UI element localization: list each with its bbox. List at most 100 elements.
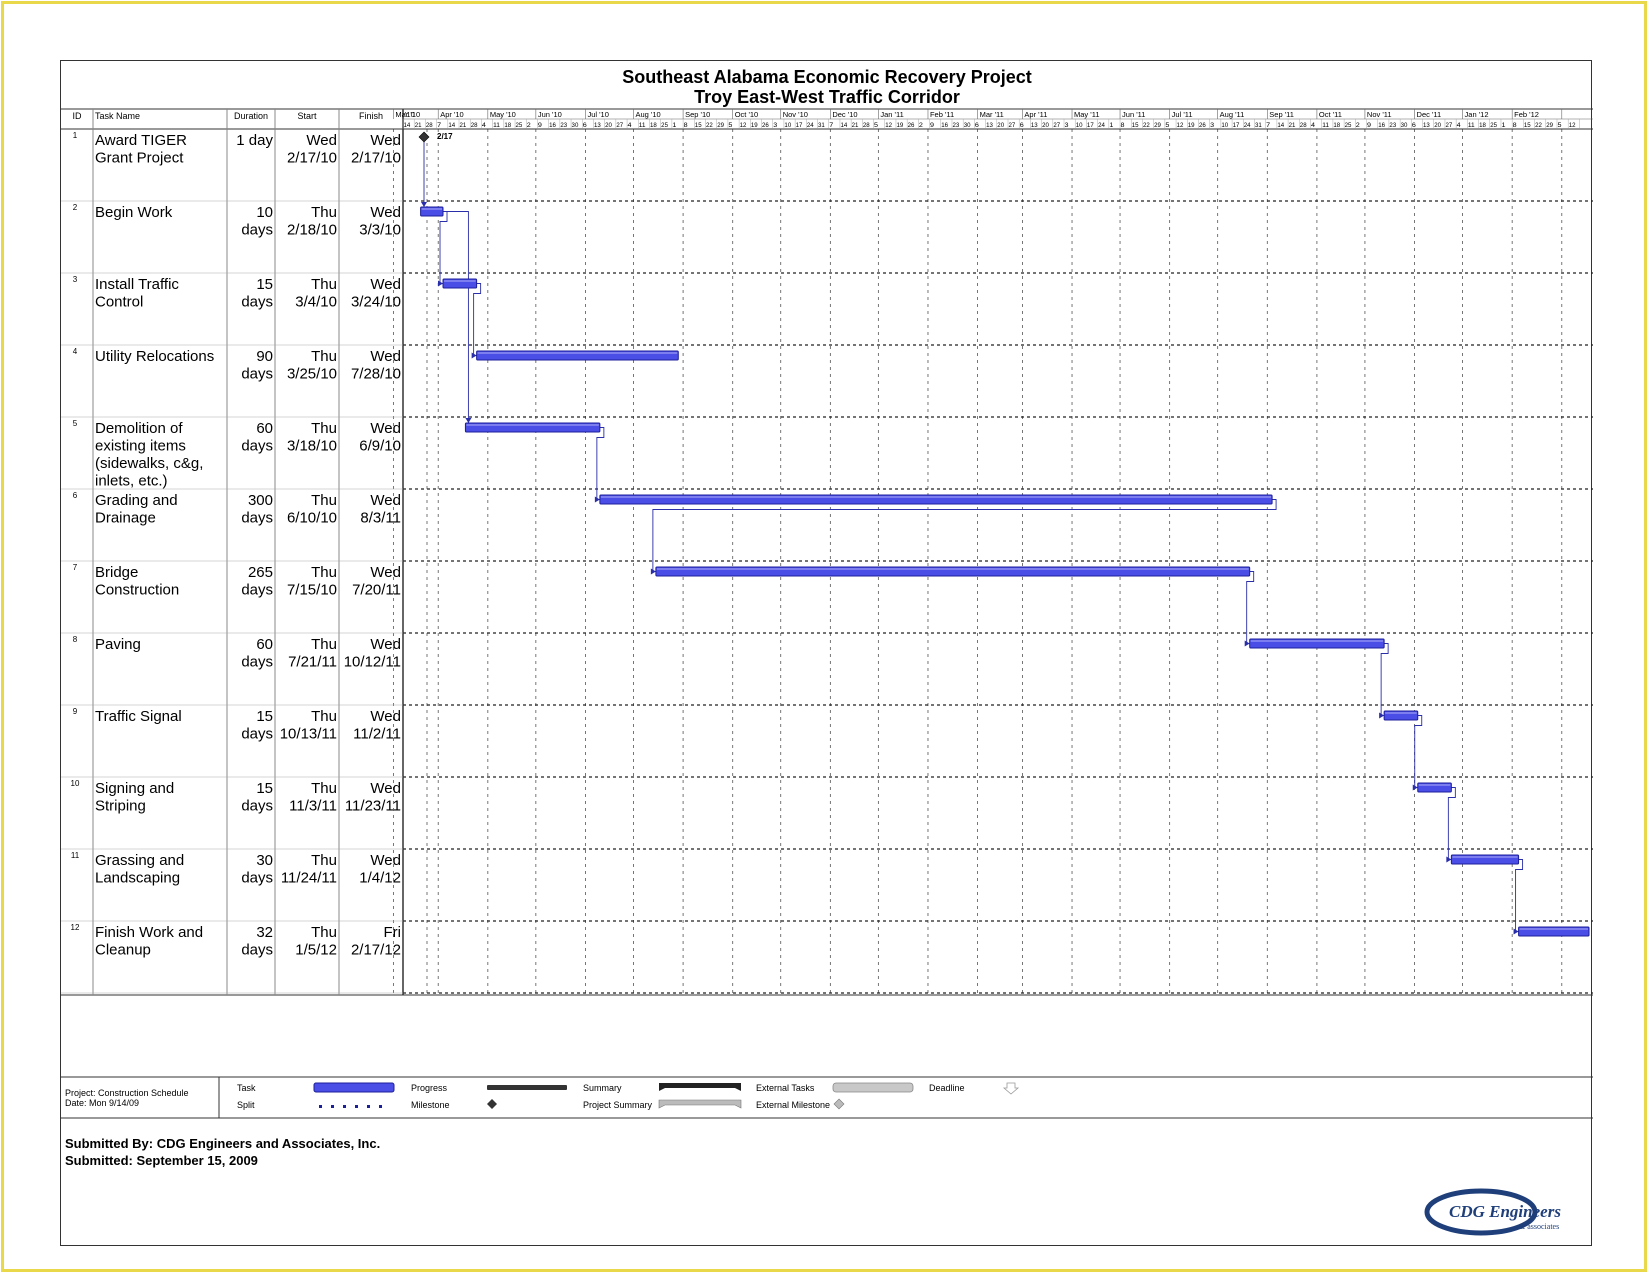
week-label: 6 xyxy=(1412,122,1416,129)
task-start: 2/17/10 xyxy=(287,150,337,167)
task-id: 3 xyxy=(73,275,78,284)
task-bar xyxy=(1417,782,1452,793)
legend-split-dot xyxy=(367,1105,370,1108)
week-label: 18 xyxy=(1479,122,1486,129)
month-label: Apr '11 xyxy=(1024,110,1047,119)
dependency-arrow xyxy=(471,352,477,359)
week-label: 20 xyxy=(1042,122,1049,129)
week-label: 28 xyxy=(471,122,478,129)
task-duration: days xyxy=(241,438,273,455)
task-bar xyxy=(464,422,601,433)
task-finish: 1/4/12 xyxy=(359,870,401,887)
week-label: 19 xyxy=(1188,122,1195,129)
week-label: 26 xyxy=(762,122,769,129)
week-label: 27 xyxy=(1053,122,1060,129)
dependency-arrow xyxy=(650,568,656,575)
legend-summary-swatch xyxy=(659,1083,741,1091)
milestone-label: 2/17 xyxy=(437,132,453,141)
week-label: 17 xyxy=(1087,122,1094,129)
week-label: 15 xyxy=(695,122,702,129)
task-start: 3/18/10 xyxy=(287,438,337,455)
task-finish: Wed xyxy=(370,276,401,293)
legend-date: Date: Mon 9/14/09 xyxy=(65,1098,140,1108)
week-label: 8 xyxy=(1513,122,1517,129)
task-name: Control xyxy=(95,294,143,311)
week-label: 10 xyxy=(1076,122,1083,129)
month-label: '10 xyxy=(405,110,415,119)
task-finish: 6/9/10 xyxy=(359,438,401,455)
task-name: Grant Project xyxy=(95,150,184,167)
task-bar xyxy=(1518,926,1590,937)
week-label: 12 xyxy=(1177,122,1184,129)
legend-external-milestone-swatch xyxy=(833,1098,845,1110)
task-start: Thu xyxy=(311,492,337,509)
dependency-link xyxy=(443,211,469,423)
task-duration: 1 day xyxy=(236,132,273,149)
week-label: 30 xyxy=(1401,122,1408,129)
week-label: 12 xyxy=(740,122,747,129)
month-label: Jun '11 xyxy=(1122,110,1145,119)
week-label: 5 xyxy=(728,122,732,129)
task-id: 1 xyxy=(73,131,78,140)
task-finish: Wed xyxy=(370,132,401,149)
task-id: 2 xyxy=(73,203,78,212)
week-label: 2 xyxy=(919,122,923,129)
task-duration: days xyxy=(241,870,273,887)
week-label: 18 xyxy=(504,122,511,129)
week-label: 3 xyxy=(1210,122,1214,129)
week-label: 11 xyxy=(1322,122,1329,129)
task-bar xyxy=(476,350,679,361)
task-start: 7/21/11 xyxy=(288,654,337,671)
task-duration: 300 xyxy=(248,492,273,509)
task-finish: 3/24/10 xyxy=(351,294,401,311)
task-name: Drainage xyxy=(95,510,156,527)
task-bar xyxy=(1383,710,1419,721)
dependency-arrow xyxy=(421,202,428,207)
week-label: 11 xyxy=(1468,122,1475,129)
task-id: 6 xyxy=(73,491,78,500)
task-finish: Fri xyxy=(384,924,402,941)
week-label: 6 xyxy=(1020,122,1024,129)
col-header-duration: Duration xyxy=(234,111,268,121)
dependency-arrow xyxy=(438,280,444,287)
month-label: May '10 xyxy=(490,110,516,119)
week-label: 12 xyxy=(1569,122,1576,129)
month-label: Mar '10 xyxy=(395,110,420,119)
task-finish: Wed xyxy=(370,564,401,581)
week-label: 4 xyxy=(1311,122,1315,129)
task-start: 11/3/11 xyxy=(289,798,337,815)
week-label: 24 xyxy=(1244,122,1251,129)
task-duration: 15 xyxy=(256,780,273,797)
month-label: Jul '10 xyxy=(587,110,608,119)
week-label: 16 xyxy=(549,122,556,129)
week-label: 23 xyxy=(1389,122,1396,129)
task-duration: 30 xyxy=(256,852,273,869)
month-label: Oct '10 xyxy=(735,110,759,119)
week-label: 21 xyxy=(852,122,859,129)
task-finish: Wed xyxy=(370,420,401,437)
week-label: 14 xyxy=(404,122,411,129)
month-label: Oct '11 xyxy=(1319,110,1342,119)
month-label: Feb '11 xyxy=(930,110,954,119)
legend-milestone-label: Milestone xyxy=(411,1100,450,1110)
dependency-arrow xyxy=(1446,856,1452,863)
legend-split-label: Split xyxy=(237,1100,255,1110)
task-start: Thu xyxy=(311,924,337,941)
logo-subtext: & associates xyxy=(1519,1222,1559,1231)
week-label: 25 xyxy=(1345,122,1352,129)
legend-task-label: Task xyxy=(237,1083,256,1093)
task-duration: 10 xyxy=(256,204,273,221)
task-id: 5 xyxy=(73,419,78,428)
task-name: Begin Work xyxy=(95,204,173,221)
task-finish: Wed xyxy=(370,636,401,653)
legend-progress-label: Progress xyxy=(411,1083,448,1093)
week-label: 10 xyxy=(784,122,791,129)
week-label: 5 xyxy=(1165,122,1169,129)
month-label: Jul '11 xyxy=(1172,110,1193,119)
task-name: Grassing and xyxy=(95,852,184,869)
week-label: 9 xyxy=(538,122,542,129)
week-label: 30 xyxy=(572,122,579,129)
legend-split-dot xyxy=(379,1105,382,1108)
task-id: 12 xyxy=(71,923,80,932)
